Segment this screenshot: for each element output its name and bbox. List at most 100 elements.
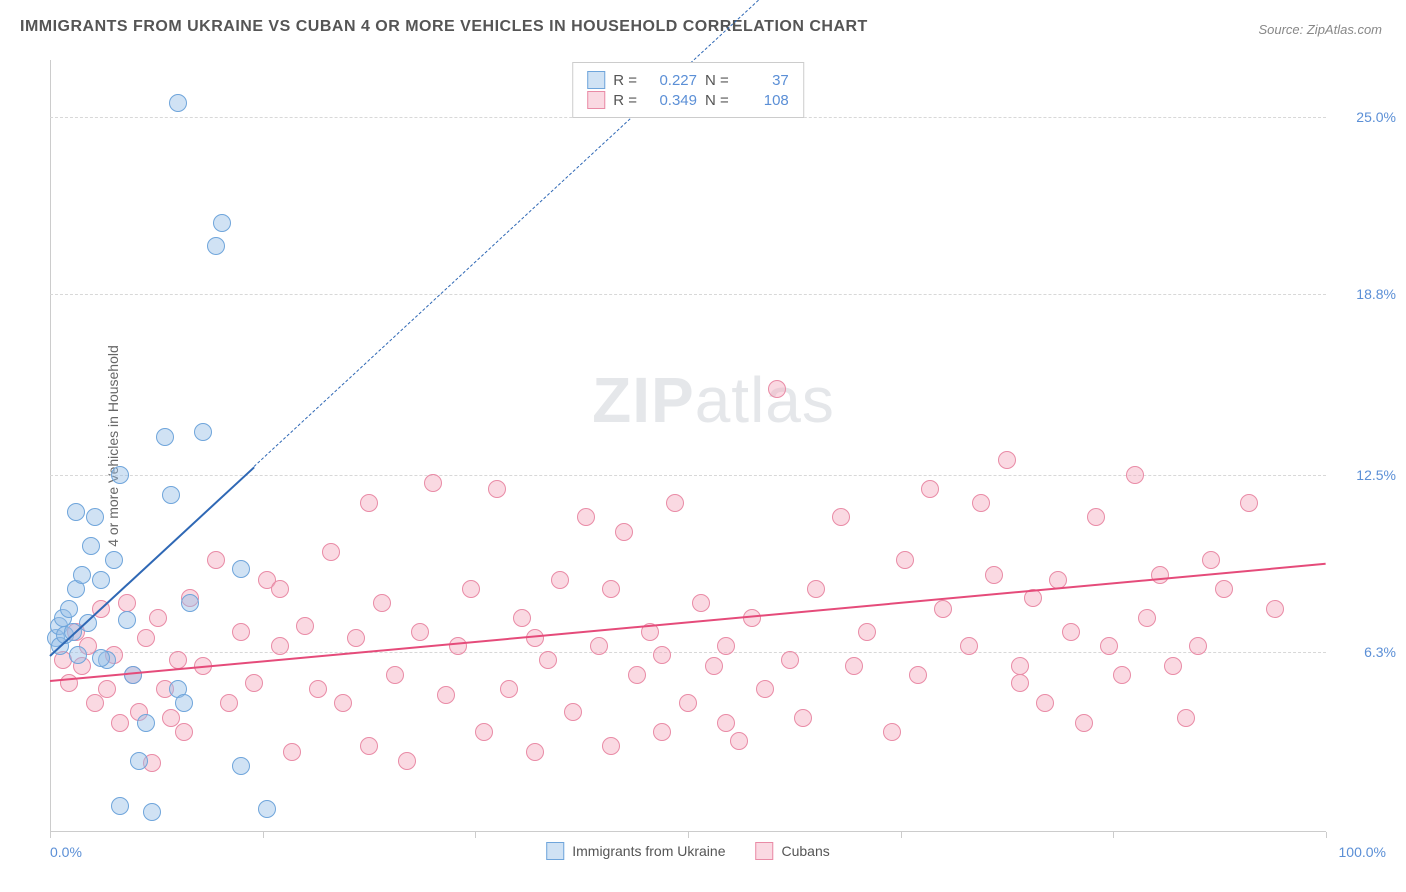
stats-row-ukraine: R = 0.227 N = 37 bbox=[587, 71, 789, 89]
marker-cubans bbox=[360, 737, 378, 755]
marker-cubans bbox=[1215, 580, 1233, 598]
y-tick-label: 25.0% bbox=[1336, 109, 1396, 125]
marker-ukraine bbox=[82, 537, 100, 555]
marker-cubans bbox=[437, 686, 455, 704]
marker-ukraine bbox=[194, 423, 212, 441]
marker-ukraine bbox=[258, 800, 276, 818]
marker-ukraine bbox=[92, 649, 110, 667]
marker-cubans bbox=[1138, 609, 1156, 627]
n-label: N = bbox=[705, 92, 729, 109]
marker-cubans bbox=[1075, 714, 1093, 732]
marker-cubans bbox=[475, 723, 493, 741]
marker-ukraine bbox=[169, 94, 187, 112]
marker-cubans bbox=[705, 657, 723, 675]
marker-ukraine bbox=[232, 757, 250, 775]
marker-cubans bbox=[551, 571, 569, 589]
marker-cubans bbox=[1151, 566, 1169, 584]
marker-cubans bbox=[1177, 709, 1195, 727]
marker-cubans bbox=[322, 543, 340, 561]
marker-cubans bbox=[883, 723, 901, 741]
marker-cubans bbox=[526, 743, 544, 761]
r-label: R = bbox=[613, 72, 637, 89]
marker-cubans bbox=[462, 580, 480, 598]
marker-cubans bbox=[653, 723, 671, 741]
marker-cubans bbox=[111, 714, 129, 732]
swatch-ukraine bbox=[546, 842, 564, 860]
marker-ukraine bbox=[60, 600, 78, 618]
marker-cubans bbox=[960, 637, 978, 655]
marker-ukraine bbox=[162, 486, 180, 504]
x-tick bbox=[50, 832, 51, 838]
marker-cubans bbox=[149, 609, 167, 627]
y-tick-label: 18.8% bbox=[1336, 286, 1396, 302]
x-tick bbox=[688, 832, 689, 838]
marker-cubans bbox=[449, 637, 467, 655]
marker-ukraine bbox=[207, 237, 225, 255]
marker-cubans bbox=[577, 508, 595, 526]
marker-cubans bbox=[679, 694, 697, 712]
marker-cubans bbox=[590, 637, 608, 655]
marker-cubans bbox=[896, 551, 914, 569]
marker-cubans bbox=[386, 666, 404, 684]
marker-ukraine bbox=[181, 594, 199, 612]
marker-cubans bbox=[972, 494, 990, 512]
marker-ukraine bbox=[143, 803, 161, 821]
marker-cubans bbox=[1266, 600, 1284, 618]
marker-cubans bbox=[500, 680, 518, 698]
marker-cubans bbox=[283, 743, 301, 761]
n-label: N = bbox=[705, 72, 729, 89]
watermark: ZIPatlas bbox=[592, 363, 835, 437]
bottom-legend: Immigrants from Ukraine Cubans bbox=[546, 842, 830, 860]
marker-cubans bbox=[98, 680, 116, 698]
marker-cubans bbox=[296, 617, 314, 635]
marker-cubans bbox=[717, 637, 735, 655]
swatch-ukraine bbox=[587, 71, 605, 89]
marker-cubans bbox=[373, 594, 391, 612]
marker-cubans bbox=[220, 694, 238, 712]
marker-cubans bbox=[730, 732, 748, 750]
legend-item-cubans: Cubans bbox=[756, 842, 830, 860]
marker-cubans bbox=[1164, 657, 1182, 675]
r-label: R = bbox=[613, 92, 637, 109]
marker-ukraine bbox=[69, 646, 87, 664]
marker-cubans bbox=[488, 480, 506, 498]
marker-cubans bbox=[245, 674, 263, 692]
marker-cubans bbox=[807, 580, 825, 598]
marker-cubans bbox=[1202, 551, 1220, 569]
marker-cubans bbox=[615, 523, 633, 541]
marker-ukraine bbox=[118, 611, 136, 629]
marker-cubans bbox=[1011, 657, 1029, 675]
marker-cubans bbox=[411, 623, 429, 641]
marker-cubans bbox=[934, 600, 952, 618]
swatch-cubans bbox=[587, 91, 605, 109]
marker-cubans bbox=[86, 694, 104, 712]
chart-title: IMMIGRANTS FROM UKRAINE VS CUBAN 4 OR MO… bbox=[20, 18, 868, 36]
stats-row-cubans: R = 0.349 N = 108 bbox=[587, 91, 789, 109]
marker-cubans bbox=[1113, 666, 1131, 684]
r-value-cubans: 0.349 bbox=[645, 92, 697, 109]
marker-cubans bbox=[628, 666, 646, 684]
marker-cubans bbox=[118, 594, 136, 612]
marker-cubans bbox=[921, 480, 939, 498]
gridline bbox=[50, 294, 1326, 295]
marker-cubans bbox=[845, 657, 863, 675]
marker-cubans bbox=[909, 666, 927, 684]
marker-cubans bbox=[271, 580, 289, 598]
marker-ukraine bbox=[105, 551, 123, 569]
x-tick bbox=[1113, 832, 1114, 838]
y-axis-line bbox=[50, 60, 51, 832]
marker-cubans bbox=[564, 703, 582, 721]
legend-item-ukraine: Immigrants from Ukraine bbox=[546, 842, 725, 860]
marker-ukraine bbox=[137, 714, 155, 732]
marker-cubans bbox=[602, 737, 620, 755]
x-tick-min: 0.0% bbox=[50, 844, 82, 860]
legend-label-ukraine: Immigrants from Ukraine bbox=[572, 843, 725, 859]
marker-cubans bbox=[424, 474, 442, 492]
marker-ukraine bbox=[232, 560, 250, 578]
chart-area: ZIPatlas 6.3%12.5%18.8%25.0% R = 0.227 N… bbox=[50, 60, 1326, 832]
marker-cubans bbox=[1240, 494, 1258, 512]
marker-cubans bbox=[347, 629, 365, 647]
marker-cubans bbox=[1062, 623, 1080, 641]
marker-cubans bbox=[692, 594, 710, 612]
marker-cubans bbox=[781, 651, 799, 669]
